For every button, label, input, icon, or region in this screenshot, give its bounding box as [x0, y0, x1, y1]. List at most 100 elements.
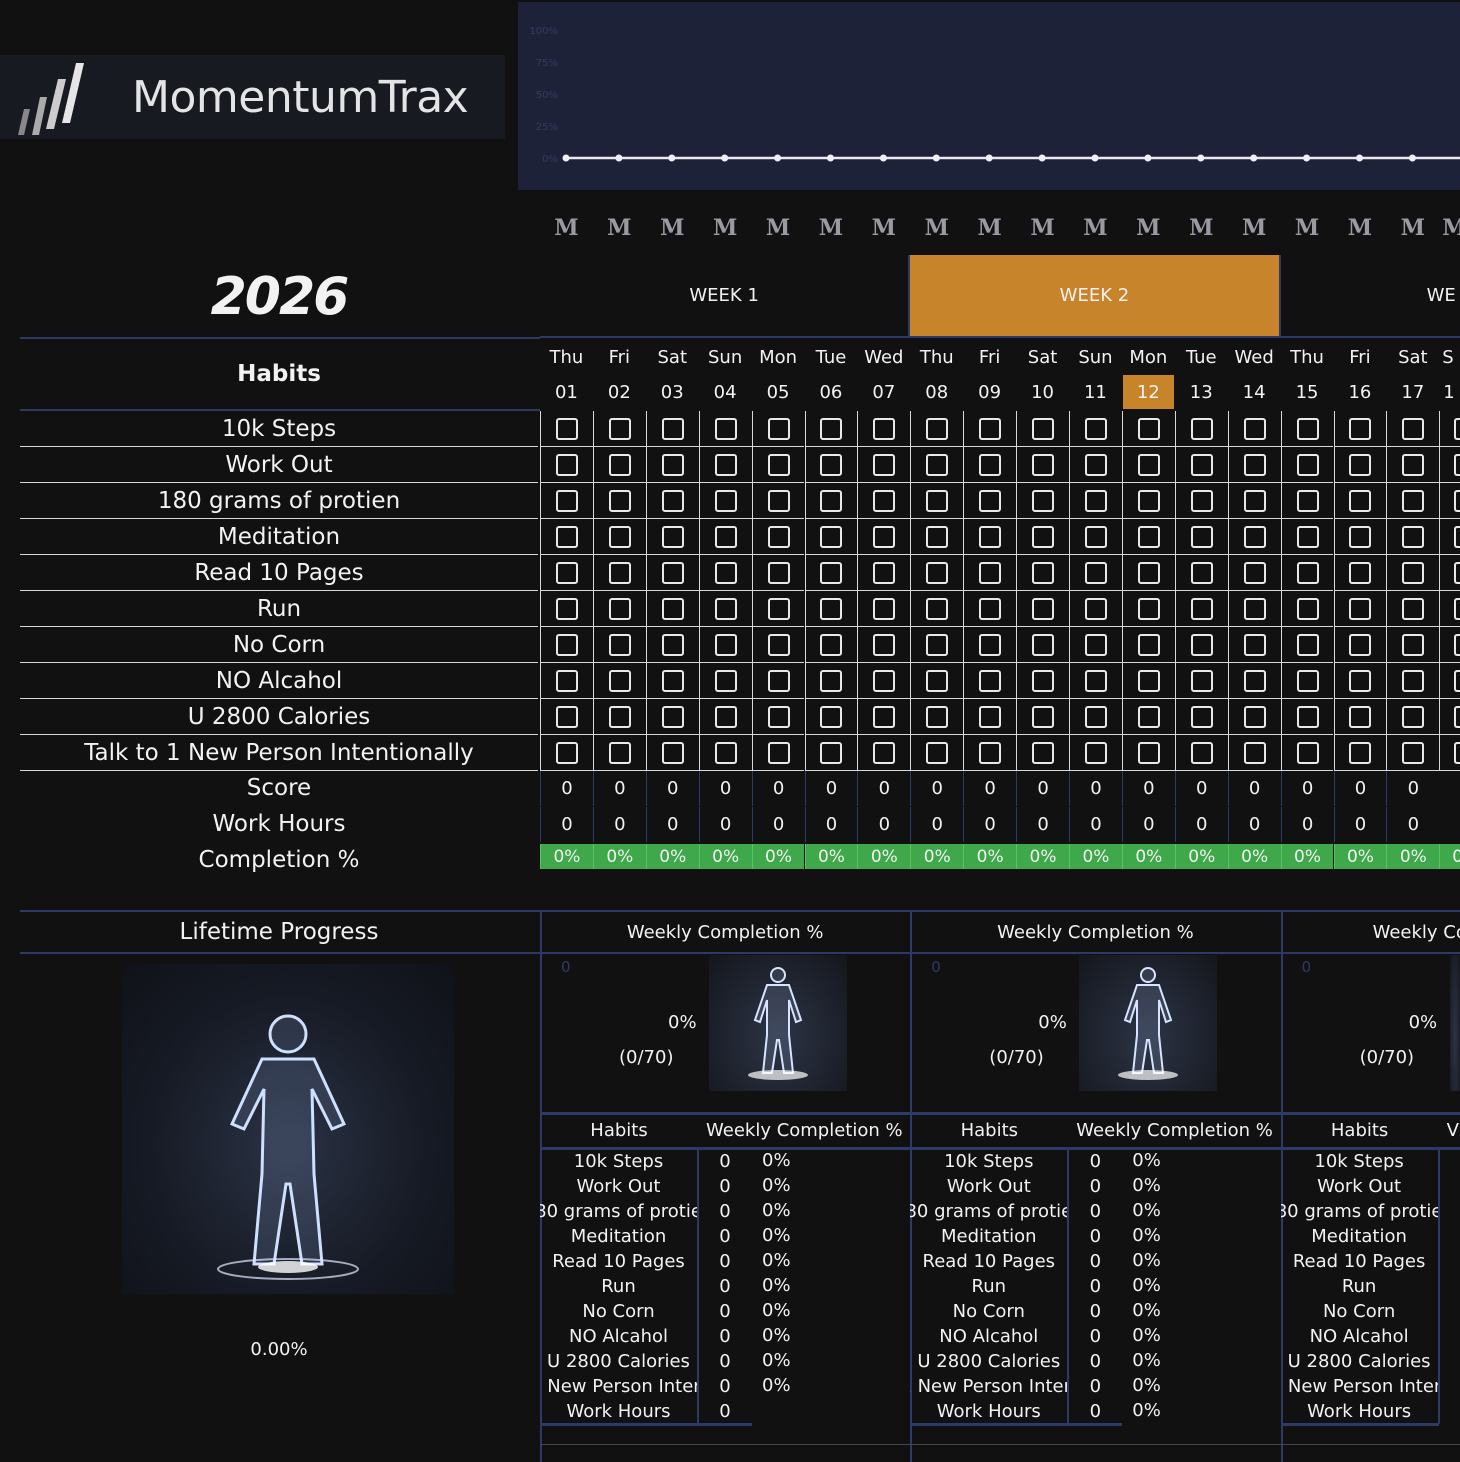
daily-work-hours[interactable]: 0	[1227, 807, 1281, 842]
habit-checkbox[interactable]	[698, 627, 752, 663]
week-header-1[interactable]: WEEK 1	[540, 255, 911, 338]
daily-work-hours[interactable]: 0	[1121, 807, 1175, 842]
habit-checkbox[interactable]	[804, 519, 858, 555]
habit-checkbox[interactable]	[1386, 591, 1440, 627]
habit-checkbox[interactable]	[698, 411, 752, 447]
habit-checkbox[interactable]	[963, 411, 1017, 447]
habit-checkbox[interactable]	[540, 735, 593, 771]
habit-checkbox[interactable]	[857, 735, 911, 771]
habit-checkbox[interactable]	[751, 663, 805, 699]
habit-checkbox[interactable]	[698, 519, 752, 555]
habit-checkbox[interactable]	[1016, 663, 1069, 699]
habit-checkbox[interactable]	[540, 699, 593, 735]
habit-checkbox[interactable]	[1016, 699, 1069, 735]
habit-checkbox[interactable]	[1174, 699, 1228, 735]
habit-checkbox[interactable]	[1280, 519, 1334, 555]
habit-checkbox[interactable]	[1386, 663, 1440, 699]
habit-checkbox[interactable]	[1333, 555, 1387, 591]
habit-checkbox[interactable]	[540, 591, 593, 627]
habit-checkbox[interactable]	[1386, 699, 1440, 735]
week-header-3[interactable]: WE	[1280, 255, 1460, 338]
habit-checkbox[interactable]	[698, 447, 752, 483]
habit-checkbox[interactable]	[1016, 627, 1069, 663]
habit-checkbox[interactable]	[592, 699, 646, 735]
habit-checkbox[interactable]	[1227, 555, 1281, 591]
habit-checkbox[interactable]	[963, 627, 1017, 663]
habit-checkbox[interactable]	[1069, 591, 1122, 627]
habit-checkbox[interactable]	[645, 519, 699, 555]
habit-checkbox[interactable]	[751, 555, 805, 591]
habit-checkbox[interactable]	[592, 663, 646, 699]
daily-work-hours[interactable]: 0	[1333, 807, 1387, 842]
habit-checkbox[interactable]	[1280, 411, 1334, 447]
daily-work-hours[interactable]: 0	[857, 807, 910, 842]
daily-work-hours[interactable]: 0	[1280, 807, 1334, 842]
habit-checkbox[interactable]	[1069, 519, 1122, 555]
habit-checkbox[interactable]	[645, 447, 699, 483]
habit-checkbox[interactable]	[1069, 627, 1122, 663]
habit-checkbox[interactable]	[1439, 483, 1460, 519]
habit-checkbox[interactable]	[592, 411, 646, 447]
habit-checkbox[interactable]	[1280, 447, 1334, 483]
habit-checkbox[interactable]	[857, 699, 911, 735]
habit-checkbox[interactable]	[645, 663, 699, 699]
habit-checkbox[interactable]	[1333, 735, 1387, 771]
habit-checkbox[interactable]	[910, 555, 964, 591]
habit-checkbox[interactable]	[804, 699, 858, 735]
habit-checkbox[interactable]	[1121, 411, 1175, 447]
habit-checkbox[interactable]	[1386, 447, 1440, 483]
habit-checkbox[interactable]	[1174, 555, 1228, 591]
habit-checkbox[interactable]	[963, 663, 1017, 699]
habit-checkbox[interactable]	[1333, 627, 1387, 663]
habit-checkbox[interactable]	[1439, 735, 1460, 771]
habit-checkbox[interactable]	[804, 627, 858, 663]
habit-checkbox[interactable]	[1174, 627, 1228, 663]
habit-checkbox[interactable]	[1227, 447, 1281, 483]
habit-checkbox[interactable]	[1016, 555, 1069, 591]
habit-checkbox[interactable]	[1439, 591, 1460, 627]
habit-checkbox[interactable]	[910, 735, 964, 771]
habit-checkbox[interactable]	[1280, 591, 1334, 627]
week-header-2[interactable]: WEEK 2	[910, 255, 1281, 338]
habit-checkbox[interactable]	[751, 447, 805, 483]
habit-checkbox[interactable]	[1439, 519, 1460, 555]
habit-checkbox[interactable]	[1386, 735, 1440, 771]
habit-checkbox[interactable]	[1174, 447, 1228, 483]
habit-checkbox[interactable]	[1280, 483, 1334, 519]
habit-checkbox[interactable]	[1333, 411, 1387, 447]
habit-checkbox[interactable]	[645, 699, 699, 735]
habit-checkbox[interactable]	[1280, 735, 1334, 771]
habit-checkbox[interactable]	[1069, 735, 1122, 771]
habit-checkbox[interactable]	[857, 519, 911, 555]
habit-checkbox[interactable]	[1069, 555, 1122, 591]
habit-checkbox[interactable]	[698, 663, 752, 699]
habit-checkbox[interactable]	[910, 627, 964, 663]
habit-checkbox[interactable]	[540, 447, 593, 483]
habit-checkbox[interactable]	[910, 447, 964, 483]
habit-checkbox[interactable]	[751, 519, 805, 555]
habit-checkbox[interactable]	[1016, 591, 1069, 627]
habit-checkbox[interactable]	[1016, 411, 1069, 447]
habit-checkbox[interactable]	[645, 591, 699, 627]
habit-checkbox[interactable]	[857, 663, 911, 699]
habit-checkbox[interactable]	[1227, 699, 1281, 735]
habit-checkbox[interactable]	[1386, 519, 1440, 555]
habit-checkbox[interactable]	[645, 735, 699, 771]
daily-work-hours[interactable]: 0	[1174, 807, 1228, 842]
habit-checkbox[interactable]	[1227, 483, 1281, 519]
habit-checkbox[interactable]	[645, 483, 699, 519]
daily-work-hours[interactable]: 0	[910, 807, 963, 842]
habit-checkbox[interactable]	[1069, 411, 1122, 447]
habit-checkbox[interactable]	[698, 591, 752, 627]
habit-checkbox[interactable]	[698, 483, 752, 519]
habit-checkbox[interactable]	[1069, 699, 1122, 735]
daily-work-hours[interactable]: 0	[1386, 807, 1439, 842]
habit-checkbox[interactable]	[804, 447, 858, 483]
daily-work-hours[interactable]: 0	[1069, 807, 1122, 842]
daily-work-hours[interactable]: 0	[751, 807, 805, 842]
habit-checkbox[interactable]	[910, 699, 964, 735]
habit-checkbox[interactable]	[1121, 447, 1175, 483]
daily-work-hours[interactable]: 0	[540, 807, 593, 842]
daily-work-hours[interactable]: 0	[963, 807, 1016, 842]
habit-checkbox[interactable]	[857, 447, 911, 483]
